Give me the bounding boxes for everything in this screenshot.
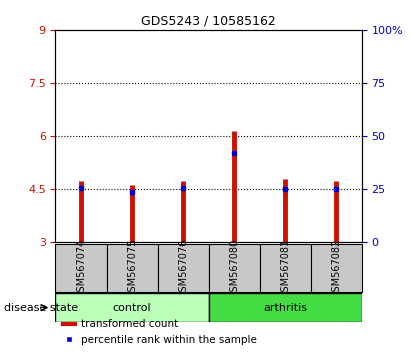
Bar [311,244,362,292]
Text: control: control [113,303,151,313]
Text: GSM567074: GSM567074 [76,239,86,298]
Title: GDS5243 / 10585162: GDS5243 / 10585162 [141,15,276,28]
Bar [55,244,106,292]
Bar [209,244,260,292]
Text: GSM567075: GSM567075 [127,239,137,298]
Legend: transformed count, percentile rank within the sample: transformed count, percentile rank withi… [59,315,261,349]
Text: disease state: disease state [4,303,78,313]
Bar [260,244,311,292]
Text: GSM567082: GSM567082 [331,239,341,298]
Bar [157,244,208,292]
Text: arthritis: arthritis [263,303,307,313]
Bar [209,293,362,322]
Text: GSM567080: GSM567080 [229,239,239,298]
Text: GSM567076: GSM567076 [178,239,188,298]
Text: GSM567081: GSM567081 [280,239,290,298]
Bar [55,293,209,322]
Bar [106,244,157,292]
